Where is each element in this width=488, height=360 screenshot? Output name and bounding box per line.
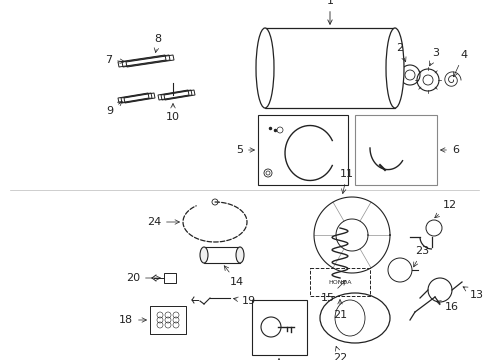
Text: 23: 23 (413, 246, 428, 267)
Bar (251, 300, 306, 355)
Text: 14: 14 (224, 266, 244, 287)
Bar (309, 268, 369, 296)
Bar (354, 115, 436, 185)
Bar (264, 28, 394, 108)
Text: 1: 1 (326, 0, 333, 24)
Ellipse shape (200, 247, 207, 263)
Ellipse shape (236, 247, 244, 263)
Text: 21: 21 (332, 300, 346, 320)
Text: 15: 15 (320, 280, 345, 303)
Text: 19: 19 (233, 296, 256, 306)
Text: 22: 22 (332, 346, 346, 360)
Text: 5: 5 (236, 145, 254, 155)
Text: 3: 3 (429, 48, 439, 66)
Bar (258, 115, 347, 185)
Text: 7: 7 (104, 55, 124, 65)
Bar (163, 273, 176, 283)
Text: 6: 6 (440, 145, 458, 155)
Text: 10: 10 (165, 104, 180, 122)
Text: 12: 12 (434, 200, 456, 218)
Ellipse shape (256, 28, 273, 108)
Text: 11: 11 (339, 169, 353, 194)
Bar (150, 306, 185, 334)
Text: 16: 16 (435, 301, 458, 312)
Ellipse shape (385, 28, 403, 108)
Text: 4: 4 (452, 50, 466, 77)
Text: 24: 24 (146, 217, 179, 227)
Text: 13: 13 (462, 287, 483, 300)
Text: HONDA: HONDA (327, 279, 351, 284)
Bar (203, 247, 240, 263)
Text: 9: 9 (106, 101, 122, 116)
Text: 20: 20 (125, 273, 160, 283)
Text: 17: 17 (271, 359, 285, 360)
Text: 2: 2 (396, 43, 405, 62)
Text: 18: 18 (119, 315, 146, 325)
Text: 8: 8 (154, 34, 161, 53)
